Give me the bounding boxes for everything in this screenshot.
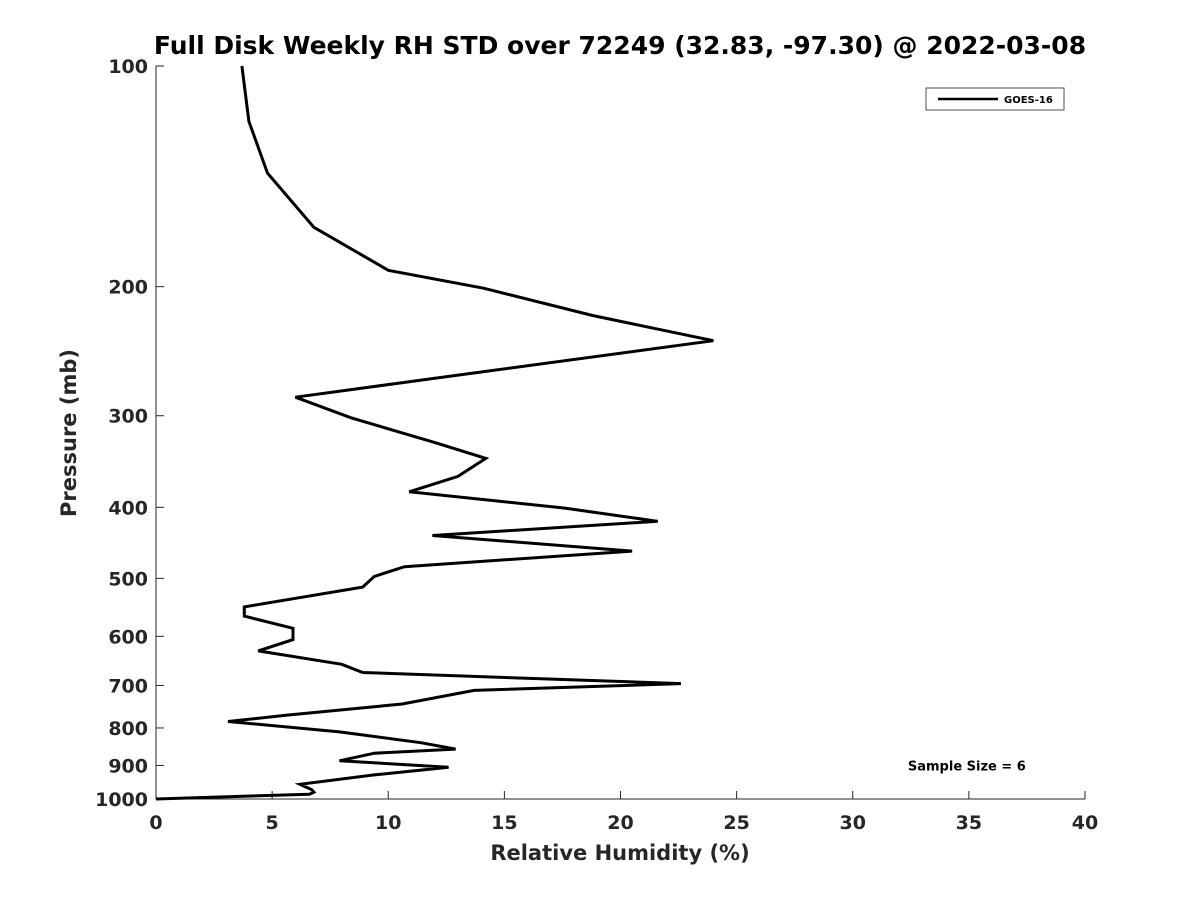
y-tick-label: 500 [108,568,148,590]
x-axis-label: Relative Humidity (%) [490,841,749,865]
y-tick-label: 800 [108,718,148,740]
x-tick-label: 0 [149,812,162,834]
chart-title: Full Disk Weekly RH STD over 72249 (32.8… [154,31,1086,60]
y-tick-label: 700 [108,675,148,697]
y-tick-label: 300 [108,406,148,428]
x-axis-ticks: 0 5 10 15 20 25 30 35 40 [149,791,1098,834]
x-tick-label: 25 [723,812,749,834]
y-tick-label: 900 [108,755,148,777]
y-tick-label: 200 [108,277,148,299]
x-tick-label: 35 [956,812,982,834]
y-tick-label: 1000 [95,789,148,811]
series-group [155,65,714,801]
x-tick-label: 10 [375,812,401,834]
legend: GOES-16 [925,87,1065,111]
y-tick-label: 100 [108,56,148,78]
y-tick-label: 600 [108,626,148,648]
y-tick-label: 400 [108,497,148,519]
legend-series-label: GOES-16 [1004,95,1053,106]
x-tick-label: 15 [491,812,517,834]
x-tick-label: 40 [1072,812,1098,834]
x-tick-label: 5 [266,812,279,834]
x-tick-label: 30 [840,812,866,834]
sample-size-annotation: Sample Size = 6 [908,759,1026,774]
plot-area: 0 5 10 15 20 25 30 35 40 100 200 300 400 500 600 700 80… [95,56,1098,834]
series-line-goes-16 [155,65,714,801]
y-axis-label: Pressure (mb) [57,349,81,517]
y-axis-ticks: 100 200 300 400 500 600 700 800 900 1000 [95,56,164,811]
x-tick-label: 20 [607,812,633,834]
